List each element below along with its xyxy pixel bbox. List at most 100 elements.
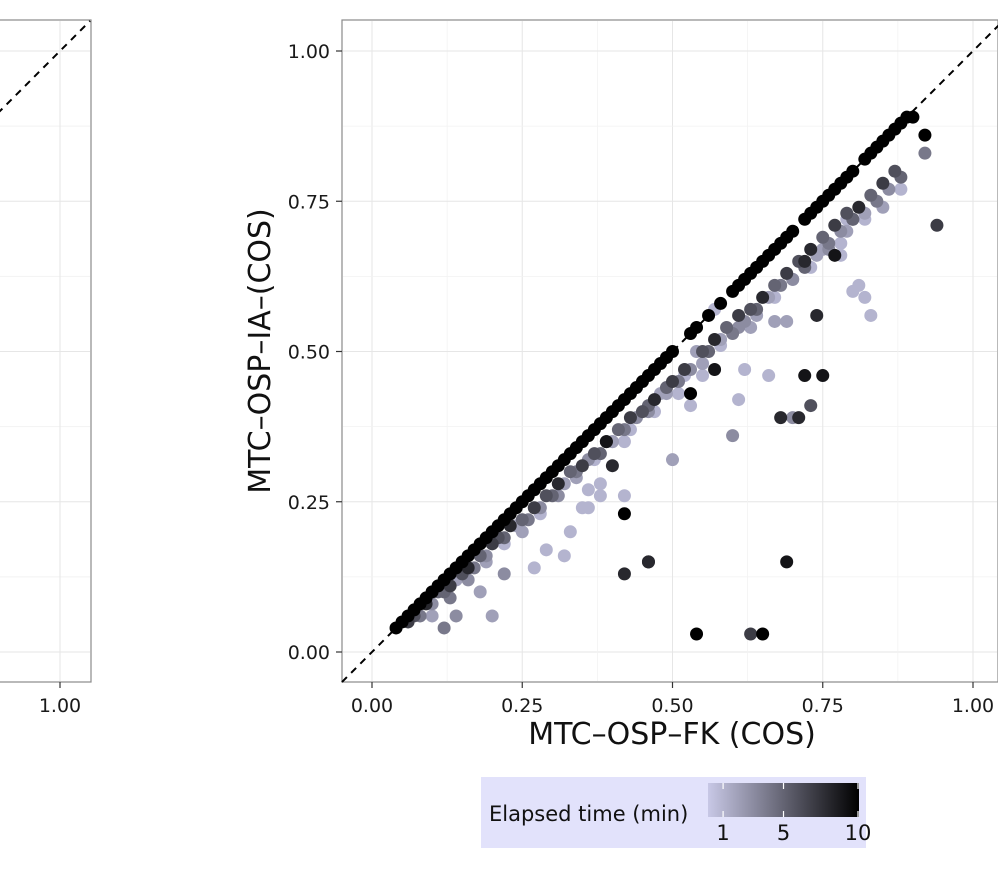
- data-point: [744, 627, 758, 641]
- data-point: [888, 164, 902, 178]
- data-point: [720, 320, 734, 334]
- data-point: [666, 453, 679, 467]
- x-tick-label: 0.75: [802, 695, 844, 717]
- data-point: [732, 393, 746, 407]
- data-point: [846, 284, 860, 298]
- main-points: [389, 110, 944, 641]
- data-point: [918, 128, 932, 142]
- data-point: [810, 308, 824, 322]
- data-point: [804, 399, 818, 413]
- data-point: [527, 501, 541, 515]
- data-point: [599, 435, 613, 449]
- data-point: [816, 369, 830, 383]
- x-tick-label: 0.50: [651, 695, 693, 717]
- left-panel: 1.00: [0, 19, 92, 717]
- data-point: [690, 627, 704, 641]
- data-point: [647, 393, 661, 407]
- data-point: [617, 507, 631, 521]
- data-point: [563, 465, 577, 479]
- data-point: [780, 314, 794, 328]
- data-point: [563, 525, 577, 539]
- data-point: [617, 435, 631, 449]
- data-point: [611, 423, 625, 437]
- data-point: [437, 621, 451, 635]
- data-point: [575, 459, 589, 473]
- y-tick-label: 0.50: [288, 342, 330, 364]
- x-axis-title: MTC–OSP–FK (COS): [528, 717, 816, 752]
- y-tick-label: 0.25: [288, 492, 330, 514]
- color-legend: Elapsed time (min) 1 5 10: [481, 777, 871, 848]
- data-point: [852, 200, 866, 214]
- data-point: [557, 549, 571, 563]
- data-point: [425, 609, 439, 623]
- legend-tick-label: 1: [716, 821, 729, 845]
- data-point: [684, 399, 698, 413]
- data-point: [876, 176, 890, 190]
- data-point: [708, 363, 722, 377]
- data-point: [792, 411, 806, 425]
- data-point: [593, 489, 607, 503]
- data-point: [515, 525, 529, 539]
- data-point: [798, 254, 812, 268]
- data-point: [605, 459, 619, 473]
- data-point: [551, 477, 565, 491]
- data-point: [828, 248, 842, 262]
- y-tick-label: 1.00: [288, 41, 330, 63]
- data-point: [858, 290, 872, 304]
- data-point: [744, 302, 758, 316]
- left-x-ticks: 1.00: [39, 682, 81, 717]
- x-tick-label: 0.25: [501, 695, 543, 717]
- data-point: [539, 489, 553, 503]
- main-panel: 0.00 0.25 0.50 0.75 1.00 0.00 0.25 0.50 0.75 1.0…: [288, 19, 998, 717]
- data-point: [828, 218, 842, 232]
- data-point: [635, 405, 649, 419]
- y-tick-label: 0.00: [288, 642, 330, 664]
- data-point: [804, 242, 818, 256]
- data-point: [672, 387, 686, 401]
- data-point: [780, 266, 794, 280]
- legend-tick-label: 10: [845, 821, 872, 845]
- data-point: [762, 369, 776, 383]
- x-tick-label: 1.00: [952, 695, 994, 717]
- data-point: [774, 411, 788, 425]
- data-point: [786, 224, 800, 238]
- data-point: [623, 411, 637, 425]
- data-point: [527, 561, 541, 575]
- legend-title: Elapsed time (min): [489, 802, 688, 826]
- data-point: [497, 567, 511, 581]
- x-tick-label: 1.00: [39, 695, 81, 717]
- data-point: [666, 375, 679, 389]
- data-point: [515, 513, 529, 527]
- data-point: [894, 182, 908, 196]
- left-gridlines: [0, 21, 90, 681]
- left-identity-line: [0, 20, 91, 113]
- data-point: [846, 164, 860, 178]
- data-point: [696, 357, 710, 371]
- data-point: [708, 332, 722, 346]
- data-point: [641, 555, 655, 569]
- data-point: [581, 483, 595, 497]
- data-point: [906, 110, 920, 124]
- data-point: [714, 296, 728, 310]
- data-point: [678, 363, 692, 377]
- data-point: [864, 308, 878, 322]
- data-point: [768, 314, 782, 328]
- data-point: [581, 501, 595, 515]
- data-point: [930, 218, 944, 232]
- data-point: [593, 477, 607, 491]
- legend-tick-label: 5: [777, 821, 790, 845]
- data-point: [696, 369, 710, 383]
- data-point: [756, 290, 770, 304]
- data-point: [690, 320, 704, 334]
- data-point: [539, 543, 553, 557]
- data-point: [587, 447, 601, 461]
- data-point: [834, 236, 848, 250]
- data-point: [780, 555, 794, 569]
- data-point: [918, 146, 932, 160]
- data-point: [768, 278, 782, 292]
- data-point: [485, 609, 499, 623]
- x-tick-label: 0.00: [351, 695, 393, 717]
- data-point: [756, 627, 770, 641]
- legend-ticks: 1 5 10: [716, 783, 871, 845]
